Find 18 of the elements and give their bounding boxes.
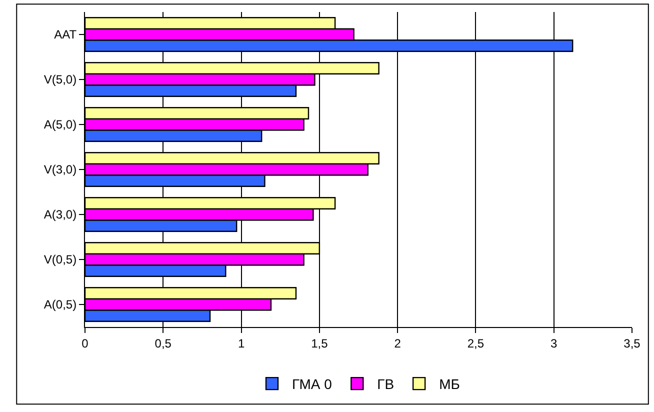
legend-label: МБ [439,376,460,392]
x-tick-label: 2,5 [467,336,484,350]
x-tick-label: 2 [394,336,402,350]
x-tick-label: 3,5 [624,336,641,350]
x-tick-label: 1 [238,336,245,350]
y-tick-label: V(5,0) [44,72,77,87]
x-tick-label: 3 [550,336,558,350]
y-tick-label: A(0,5) [44,298,77,312]
y-tick-label: AAT [54,28,78,42]
y-tick-label: A(5,0) [44,118,77,132]
y-tick-label: A(3,0) [44,208,77,222]
x-tick-label: 0 [82,336,89,350]
x-tick-label: 1,5 [311,336,328,350]
legend-label: ГВ [377,376,394,392]
legend-label: ГМА 0 [292,376,332,392]
y-tick-label: V(3,0) [44,162,77,177]
y-tick-label: V(0,5) [44,252,77,267]
x-tick-label: 0,5 [154,336,172,350]
